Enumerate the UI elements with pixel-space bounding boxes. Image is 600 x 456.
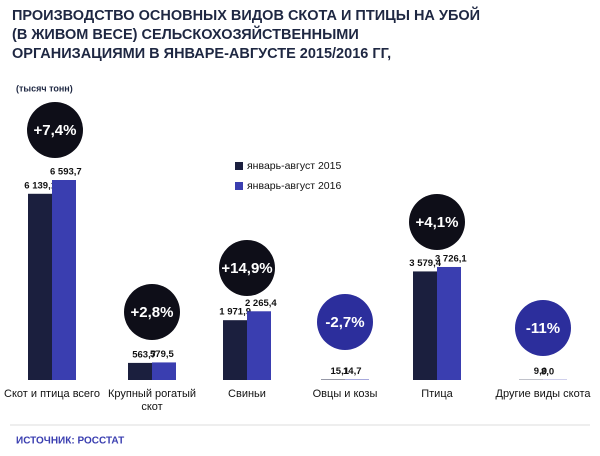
change-label: -11%	[526, 320, 560, 337]
value-label: 3 726,1	[435, 253, 467, 264]
bar	[52, 180, 76, 380]
x-tick-label: Овцы и козы	[312, 388, 378, 400]
chart-title: (В ЖИВОМ ВЕСЕ) СЕЛЬСКОХОЗЯЙСТВЕННЫМИ	[12, 25, 359, 43]
change-label: +4,1%	[416, 214, 459, 231]
bar	[28, 193, 52, 380]
legend-swatch	[235, 162, 243, 170]
x-tick-label: Скот и птица всего	[4, 388, 100, 400]
legend-swatch	[235, 182, 243, 190]
value-label: 579,5	[150, 349, 174, 360]
change-badge	[219, 240, 275, 296]
change-badge	[317, 294, 373, 350]
x-tick-label: Свиньи	[228, 388, 266, 400]
legend-label: январь-август 2016	[247, 180, 341, 192]
value-label: 6 593,7	[50, 167, 82, 178]
value-label: 6 139,1	[24, 180, 56, 191]
unit-label: (тысяч тонн)	[16, 83, 73, 93]
value-label: 9,0	[534, 366, 547, 377]
bar	[152, 362, 176, 380]
x-tick-label: Крупный рогатый скот	[107, 388, 196, 413]
change-badge	[409, 194, 465, 250]
legend-label: январь-август 2015	[247, 160, 341, 172]
x-tick-label: Птица	[421, 388, 453, 400]
chart-title: ПРОИЗВОДСТВО ОСНОВНЫХ ВИДОВ СКОТА И ПТИЦ…	[12, 6, 480, 24]
value-label: 2 265,4	[245, 298, 277, 309]
change-badge	[27, 102, 83, 158]
change-label: +7,4%	[34, 122, 77, 139]
value-label: 8,0	[541, 366, 554, 377]
change-badge	[124, 284, 180, 340]
value-label: 14,7	[343, 366, 362, 377]
value-label: 563,7	[132, 349, 156, 360]
change-label: -2,7%	[325, 314, 364, 331]
change-label: +2,8%	[131, 304, 174, 321]
value-label: 1 971,9	[219, 307, 251, 318]
change-label: +14,9%	[221, 260, 272, 277]
chart-title: ОРГАНИЗАЦИЯМИ В ЯНВАРЕ-АВГУСТЕ 2015/2016…	[12, 46, 391, 62]
value-label: 15,1	[331, 366, 350, 377]
source: ИСТОЧНИК: РОССТАТ	[16, 436, 124, 447]
bar	[247, 311, 271, 380]
bar	[437, 266, 461, 380]
bar	[413, 271, 437, 380]
x-tick-label: Другие виды скота	[495, 388, 591, 400]
bar	[223, 320, 247, 380]
change-badge	[515, 300, 571, 356]
value-label: 3 579,4	[409, 258, 441, 269]
bar	[128, 362, 152, 380]
